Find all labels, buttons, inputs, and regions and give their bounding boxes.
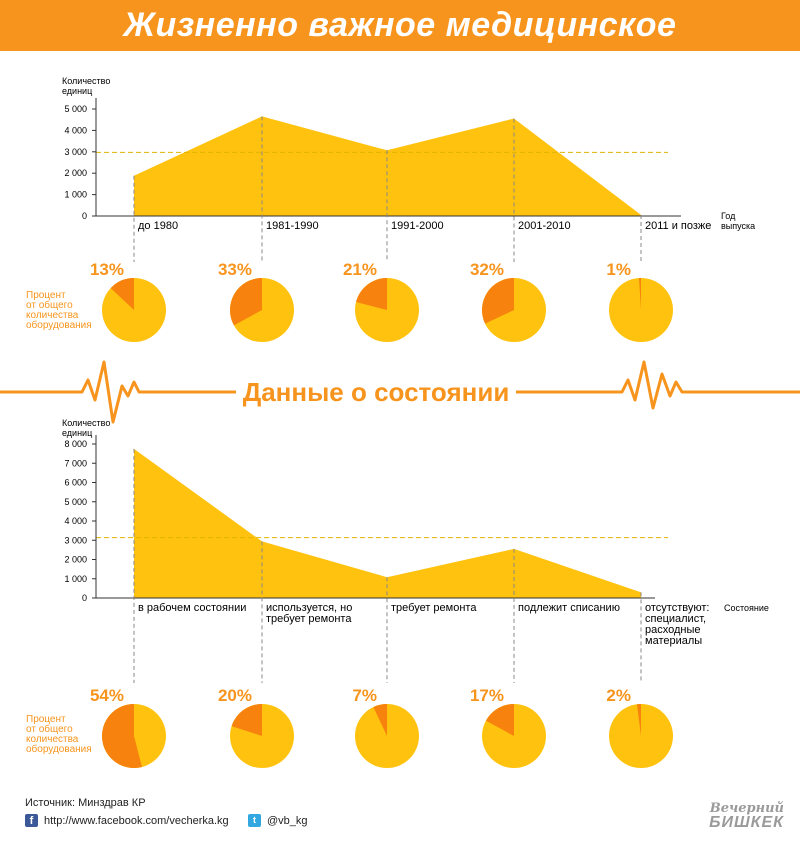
category-label: расходные: [645, 624, 701, 636]
pie-slice: [638, 277, 641, 310]
y-tick-label: 5 000: [64, 104, 87, 114]
y-axis-label: Количество: [62, 418, 110, 428]
y-tick-label: 3 000: [64, 147, 87, 157]
y-tick-label: 6 000: [64, 478, 87, 488]
category-label: специалист,: [645, 613, 706, 625]
y-tick-label: 2 000: [64, 555, 87, 565]
section-divider: Данные о состоянии: [0, 360, 800, 424]
twitter-handle: @vb_kg: [267, 814, 308, 827]
y-axis-label: единиц: [62, 86, 92, 96]
percent-caption: Процент: [26, 714, 66, 725]
pie-slice: [482, 278, 514, 324]
percent-caption: количества: [26, 310, 79, 321]
title-bar: [0, 0, 800, 51]
twitter-link[interactable]: t @vb_kg: [248, 814, 308, 827]
y-tick-label: 5 000: [64, 497, 87, 507]
pie-slice: [485, 703, 514, 736]
newspaper-logo: Вечерний БИШКЕК: [684, 802, 784, 831]
heartbeat-icon: [612, 360, 690, 410]
section-title: Данные о состоянии: [243, 377, 510, 407]
category-label: требует ремонта: [266, 613, 352, 625]
percent-caption: оборудования: [26, 743, 92, 755]
percent-caption: Процент: [26, 290, 66, 301]
percent-label: 33%: [218, 260, 252, 279]
percent-label: 7%: [352, 686, 377, 705]
facebook-url: http://www.facebook.com/vecherka.kg: [44, 814, 229, 827]
category-label: 2011 и позже: [645, 220, 711, 232]
pie-slice: [373, 704, 387, 736]
percent-label: 13%: [90, 260, 124, 279]
category-label: используется, но: [266, 602, 352, 614]
percent-caption: оборудования: [26, 319, 92, 331]
pie-slice: [356, 278, 387, 310]
y-axis-label: Количество: [62, 76, 110, 86]
percent-label: 17%: [470, 686, 504, 705]
y-tick-label: 0: [82, 211, 87, 221]
y-tick-label: 0: [82, 593, 87, 603]
percent-label: 21%: [343, 260, 377, 279]
pie-slice: [229, 278, 262, 326]
facebook-link[interactable]: f http://www.facebook.com/vecherka.kg: [25, 814, 229, 827]
category-label: подлежит списанию: [518, 602, 620, 614]
x-axis-label: Состояние: [724, 603, 769, 613]
facebook-icon: f: [25, 814, 38, 827]
percent-label: 2%: [606, 686, 631, 705]
category-label: 1981-1990: [266, 220, 319, 232]
y-tick-label: 4 000: [64, 125, 87, 135]
category-label: до 1980: [138, 220, 178, 232]
pie-slice: [110, 278, 134, 310]
y-tick-label: 3 000: [64, 535, 87, 545]
y-tick-label: 1 000: [64, 190, 87, 200]
y-tick-label: 4 000: [64, 516, 87, 526]
category-label: 1991-2000: [391, 220, 444, 232]
percent-label: 32%: [470, 260, 504, 279]
percent-label: 1%: [606, 260, 631, 279]
y-tick-label: 1 000: [64, 574, 87, 584]
source-note: Источник: Минздрав КР: [25, 797, 146, 809]
category-label: требует ремонта: [391, 602, 477, 614]
y-axis-label: единиц: [62, 428, 92, 438]
heartbeat-icon: [68, 360, 150, 424]
area-series: [134, 448, 641, 598]
y-tick-label: 2 000: [64, 168, 87, 178]
category-label: материалы: [645, 635, 702, 647]
pie-slice: [231, 704, 262, 736]
percent-label: 20%: [218, 686, 252, 705]
percent-caption: от общего: [26, 299, 73, 311]
logo-line-1: Вечерний: [709, 801, 784, 816]
logo-line-2: БИШКЕК: [709, 814, 784, 831]
percent-caption: от общего: [26, 723, 73, 735]
twitter-icon: t: [248, 814, 261, 827]
pie-slice: [636, 704, 641, 736]
page-title: Жизненно важное медицинское оборудование: [123, 6, 677, 95]
percent-caption: количества: [26, 734, 79, 745]
y-tick-label: 7 000: [64, 458, 87, 468]
y-tick-label: 8 000: [64, 439, 87, 449]
percent-label: 54%: [90, 686, 124, 705]
category-label: 2001-2010: [518, 220, 571, 232]
pie-slice: [101, 704, 142, 768]
category-label: в рабочем состоянии: [138, 602, 246, 614]
category-label: отсутствуют:: [645, 602, 709, 614]
x-axis-label: выпуска: [721, 221, 755, 231]
x-axis-label: Год: [721, 211, 736, 221]
